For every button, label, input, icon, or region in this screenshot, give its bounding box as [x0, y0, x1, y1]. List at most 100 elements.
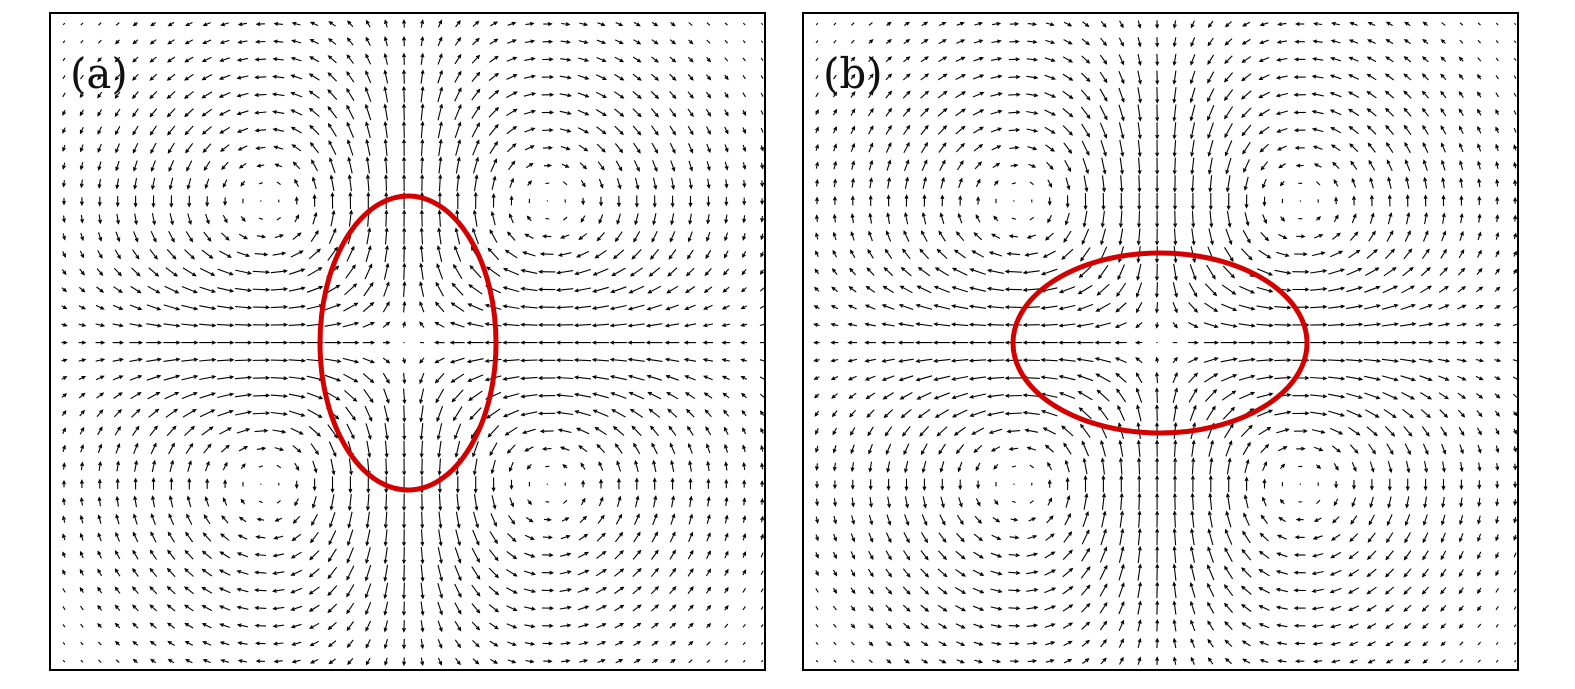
vector-arrowhead	[619, 58, 625, 63]
vector-arrowhead	[978, 659, 983, 664]
vector-arrow	[1137, 638, 1141, 649]
vector-arrowhead	[1100, 457, 1105, 463]
vector-arrowhead	[1293, 552, 1299, 557]
vector-arrow	[471, 55, 480, 64]
vector-arrowhead	[347, 506, 352, 512]
vector-arrow	[849, 392, 857, 399]
vector-arrow	[1222, 407, 1235, 420]
vector-arrowhead	[420, 52, 425, 58]
vector-arrow	[1120, 458, 1123, 475]
vector-arrowhead	[703, 375, 708, 380]
vector-arrowhead	[211, 357, 217, 362]
vector-arrow	[325, 391, 340, 401]
vector-arrowhead	[1224, 528, 1229, 534]
vector-arrowhead	[402, 280, 407, 286]
vector-arrowhead	[583, 658, 589, 663]
vector-arrowhead	[961, 624, 966, 629]
vector-arrowhead	[502, 395, 508, 399]
vector-arrow	[1278, 446, 1287, 452]
vector-arrow	[669, 231, 676, 242]
vector-arrow	[98, 515, 102, 524]
vector-arrowhead	[346, 54, 351, 59]
vector-arrowhead	[1103, 152, 1107, 157]
vector-arrowhead	[98, 254, 103, 259]
vector-arrow	[202, 126, 212, 135]
vector-arrowhead	[1155, 618, 1160, 624]
vector-arrow	[610, 358, 627, 362]
vector-arrow	[688, 231, 693, 242]
vector-arrowhead	[866, 413, 871, 418]
vector-arrow	[952, 375, 969, 381]
vector-arrow	[558, 252, 572, 257]
vector-arrowhead	[1172, 98, 1177, 104]
vector-arrowhead	[724, 496, 729, 502]
vector-arrowhead	[511, 21, 517, 26]
vector-arrow	[1136, 388, 1143, 403]
vector-arrow	[882, 304, 895, 310]
vector-arrowhead	[580, 462, 585, 467]
vector-arrowhead	[365, 506, 370, 512]
vector-arrow	[235, 287, 251, 292]
vector-arrowhead	[627, 357, 633, 362]
vector-arrow	[203, 641, 212, 646]
vector-arrow	[1078, 391, 1093, 401]
vector-arrowhead	[706, 496, 711, 501]
vector-arrow	[1025, 429, 1039, 433]
vector-arrow	[940, 461, 945, 472]
vector-arrowhead	[1032, 659, 1038, 664]
vector-arrow	[1299, 200, 1302, 202]
vector-arrow	[521, 269, 538, 274]
vector-arrowhead	[167, 640, 172, 645]
vector-arrowhead	[995, 518, 1001, 523]
vector-arrowhead	[619, 40, 624, 45]
vector-arrowhead	[671, 640, 676, 645]
vector-arrowhead	[886, 486, 891, 491]
vector-arrowhead	[906, 90, 911, 95]
vector-arrow	[489, 658, 498, 664]
vector-arrow	[256, 235, 265, 238]
vector-arrowhead	[1044, 444, 1050, 449]
vector-arrowhead	[813, 286, 819, 292]
vector-arrow	[850, 427, 856, 436]
vector-arrowhead	[1155, 80, 1160, 85]
vector-arrow	[940, 177, 945, 189]
vector-arrowhead	[1190, 152, 1195, 158]
vector-arrowhead	[724, 550, 729, 556]
vector-arrowhead	[986, 322, 992, 327]
vector-arrow	[437, 246, 443, 263]
vector-arrow	[204, 461, 210, 472]
vector-arrowhead	[850, 449, 855, 455]
vector-arrowhead	[1190, 474, 1195, 480]
vector-arrow	[667, 285, 679, 294]
vector-arrowhead	[1094, 357, 1100, 362]
vector-arrowhead	[1211, 405, 1216, 411]
vector-arrowhead	[881, 340, 886, 345]
vector-arrow	[706, 231, 711, 241]
vector-arrowhead	[1190, 42, 1195, 48]
vector-arrowhead	[493, 539, 498, 545]
vector-arrow	[633, 39, 641, 45]
vector-arrow	[596, 551, 606, 559]
vector-arrowhead	[402, 379, 407, 385]
vector-arrowhead	[923, 521, 928, 526]
vector-arrowhead	[449, 340, 455, 345]
vector-arrow	[613, 426, 625, 436]
vector-arrow	[134, 178, 138, 189]
vector-arrow	[274, 234, 283, 239]
vector-arrow	[1116, 388, 1127, 403]
vector-arrow	[288, 287, 305, 292]
vector-arrowhead	[472, 227, 476, 233]
vector-arrowhead	[1304, 269, 1310, 274]
vector-arrowhead	[664, 340, 670, 345]
vector-arrowhead	[599, 183, 604, 189]
vector-arrowhead	[211, 375, 217, 380]
vector-arrow	[616, 461, 622, 472]
vector-arrow	[1226, 458, 1231, 475]
vector-arrow	[1206, 406, 1216, 421]
vector-arrowhead	[254, 93, 259, 98]
vector-arrowhead	[220, 22, 225, 27]
vector-arrow	[851, 497, 854, 507]
vector-arrowhead	[223, 201, 228, 206]
vector-arrowhead	[254, 57, 260, 62]
vector-arrow	[687, 426, 694, 436]
